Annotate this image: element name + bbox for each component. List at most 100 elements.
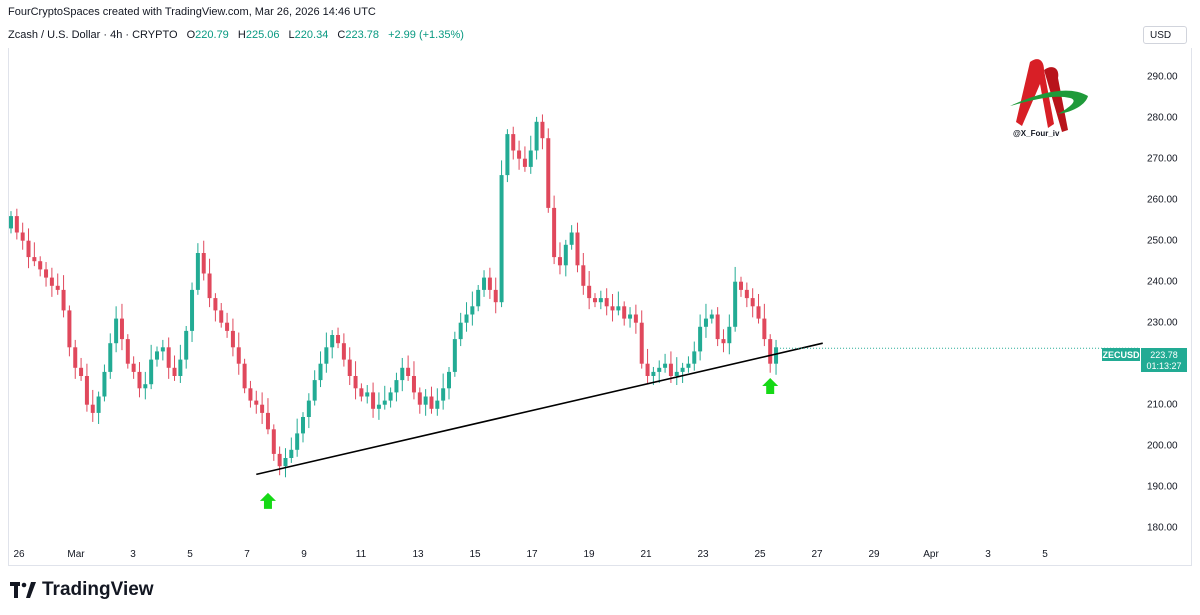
candle[interactable] — [522, 146, 527, 172]
candle[interactable] — [213, 293, 218, 322]
candle[interactable] — [131, 356, 136, 379]
candle[interactable] — [55, 273, 60, 295]
candle[interactable] — [230, 318, 235, 357]
candle[interactable] — [470, 291, 475, 326]
candle[interactable] — [330, 330, 335, 359]
candle[interactable] — [744, 282, 749, 308]
candle[interactable] — [639, 310, 644, 369]
candle[interactable] — [61, 275, 66, 318]
candle[interactable] — [698, 314, 703, 361]
candle[interactable] — [90, 389, 95, 422]
candle[interactable] — [73, 339, 78, 379]
candle[interactable] — [756, 294, 761, 324]
candle[interactable] — [505, 129, 510, 183]
candle[interactable] — [44, 262, 49, 287]
candle[interactable] — [616, 291, 621, 316]
candle[interactable] — [160, 339, 165, 361]
candle[interactable] — [458, 312, 463, 347]
candle[interactable] — [540, 114, 545, 150]
candle[interactable] — [593, 293, 597, 308]
candle[interactable] — [575, 222, 580, 273]
candle[interactable] — [587, 271, 592, 310]
candle[interactable] — [96, 391, 101, 424]
candle[interactable] — [703, 303, 708, 338]
candle[interactable] — [429, 386, 434, 414]
candle[interactable] — [563, 239, 568, 277]
candle[interactable] — [423, 389, 428, 416]
candle[interactable] — [108, 333, 113, 379]
candle[interactable] — [20, 222, 25, 250]
candle[interactable] — [733, 266, 738, 332]
candle[interactable] — [26, 228, 31, 269]
candle[interactable] — [727, 314, 732, 355]
candle[interactable] — [79, 357, 84, 381]
candle[interactable] — [633, 304, 638, 334]
candle[interactable] — [178, 344, 183, 383]
candle[interactable] — [359, 383, 364, 402]
candle[interactable] — [476, 284, 481, 312]
candle[interactable] — [201, 240, 206, 281]
candle[interactable] — [219, 303, 224, 328]
candle[interactable] — [546, 128, 551, 213]
candle[interactable] — [289, 437, 294, 463]
candle[interactable] — [604, 288, 609, 316]
candle[interactable] — [692, 341, 697, 371]
candle[interactable] — [84, 363, 89, 412]
candle[interactable] — [102, 364, 107, 402]
candle[interactable] — [400, 357, 405, 392]
candle[interactable] — [721, 329, 726, 353]
candle[interactable] — [312, 370, 317, 406]
candle[interactable] — [236, 332, 241, 375]
candle[interactable] — [32, 242, 37, 267]
candle[interactable] — [552, 195, 557, 265]
candle[interactable] — [166, 337, 171, 379]
candle[interactable] — [265, 398, 270, 435]
candle[interactable] — [9, 211, 13, 234]
candle[interactable] — [67, 305, 72, 357]
candle[interactable] — [190, 282, 195, 342]
candle[interactable] — [336, 327, 341, 349]
candle[interactable] — [283, 448, 288, 478]
candle[interactable] — [137, 362, 142, 398]
candle[interactable] — [341, 333, 346, 367]
candle[interactable] — [172, 355, 177, 381]
candle[interactable] — [511, 126, 516, 160]
candle[interactable] — [657, 360, 662, 383]
candle[interactable] — [645, 348, 650, 383]
candle[interactable] — [447, 366, 451, 400]
candle[interactable] — [260, 392, 265, 424]
candle[interactable] — [365, 385, 370, 404]
candle[interactable] — [499, 160, 504, 308]
candle[interactable] — [382, 385, 387, 410]
candle[interactable] — [125, 334, 130, 369]
candle[interactable] — [628, 307, 633, 328]
candle[interactable] — [417, 387, 422, 414]
candle[interactable] — [557, 242, 562, 275]
candle[interactable] — [493, 277, 498, 314]
candle[interactable] — [715, 307, 720, 347]
candle[interactable] — [119, 303, 124, 351]
candle[interactable] — [295, 418, 300, 457]
candle[interactable] — [464, 302, 469, 332]
candle[interactable] — [452, 331, 457, 377]
candle[interactable] — [674, 357, 679, 386]
candle[interactable] — [598, 290, 603, 310]
candle[interactable] — [225, 312, 230, 338]
candle[interactable] — [394, 372, 399, 402]
candle[interactable] — [709, 309, 714, 324]
candle[interactable] — [768, 334, 773, 373]
candle[interactable] — [663, 353, 668, 373]
candle[interactable] — [610, 294, 615, 322]
candle[interactable] — [114, 306, 119, 353]
candle[interactable] — [435, 388, 440, 416]
candle[interactable] — [686, 356, 691, 373]
candle[interactable] — [569, 225, 574, 250]
support-trendline[interactable] — [256, 342, 823, 476]
currency-button[interactable]: USD — [1143, 26, 1187, 44]
candle[interactable] — [143, 371, 148, 400]
candle[interactable] — [680, 362, 685, 383]
candle[interactable] — [487, 267, 492, 299]
candle[interactable] — [155, 346, 159, 367]
candle[interactable] — [254, 390, 259, 414]
